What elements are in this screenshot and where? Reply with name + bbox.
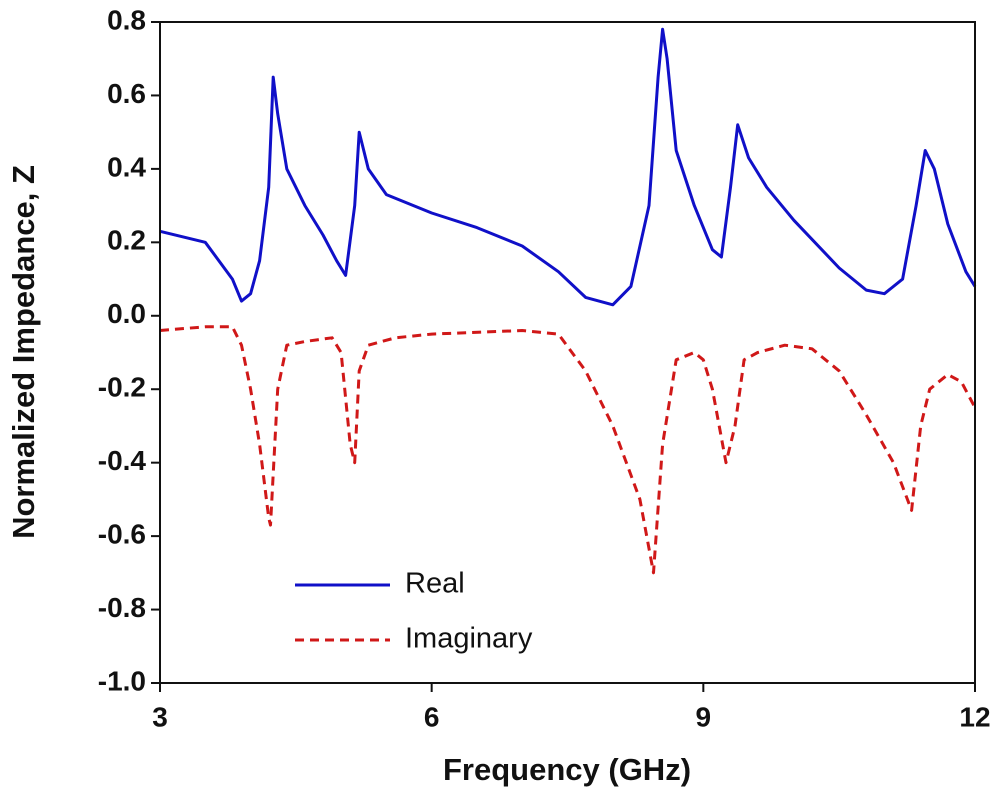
- y-tick-label: -1.0: [98, 665, 146, 696]
- plot-frame: [159, 21, 976, 684]
- x-tick-label: 3: [152, 701, 168, 732]
- y-tick-label: 0.0: [107, 298, 146, 329]
- y-tick-label: 0.6: [107, 78, 146, 109]
- y-tick-label: 0.4: [107, 151, 146, 182]
- y-axis-title: Normalized Impedance, Z: [6, 165, 41, 539]
- x-axis-title: Frequency (GHz): [443, 752, 691, 787]
- y-tick-label: 0.8: [107, 4, 146, 35]
- x-tick-label: 12: [959, 701, 990, 732]
- legend-label: Imaginary: [405, 623, 533, 655]
- y-tick-label: 0.2: [107, 225, 146, 256]
- y-tick-label: -0.6: [98, 519, 146, 550]
- y-tick-label: -0.8: [98, 592, 146, 623]
- y-tick-label: -0.4: [98, 445, 147, 476]
- series-line: [159, 27, 977, 307]
- y-tick-label: -0.2: [98, 372, 146, 403]
- x-tick-label: 9: [696, 701, 712, 732]
- legend-label: Real: [405, 568, 465, 600]
- x-tick-label: 6: [424, 701, 440, 732]
- series-line: [159, 325, 977, 575]
